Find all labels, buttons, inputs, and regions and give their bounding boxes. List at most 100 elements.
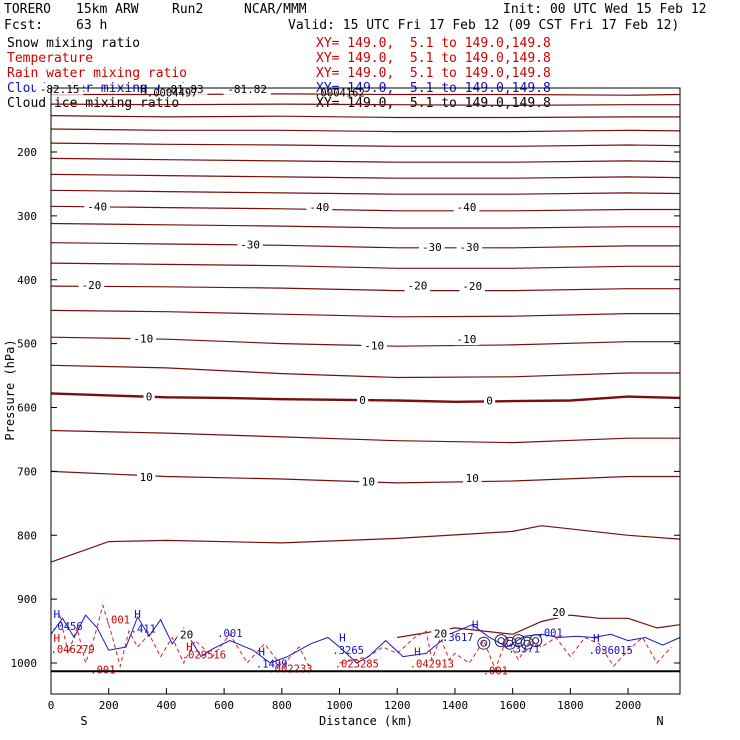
x-tick-label: 1200	[384, 699, 411, 712]
mixing-ratio-label: .036015	[589, 645, 633, 657]
x-tick-label: 800	[272, 699, 292, 712]
temperature-contour--55	[50, 157, 681, 163]
temperature-label-bg	[361, 339, 387, 352]
temperature-label-bg	[130, 332, 157, 345]
temperature-label: -30	[459, 241, 479, 254]
mixing-ratio-label: .029516	[182, 650, 226, 662]
legend-rain-xy: XY= 149.0, 5.1 to 149.0,149.8	[316, 66, 551, 81]
temperature-label-bg	[431, 627, 450, 640]
mixing-ratio-label: .002233	[268, 664, 312, 676]
mixing-ratio-label: .3371	[508, 643, 540, 655]
y-tick-label: 1000	[11, 657, 38, 670]
center-label: NCAR/MMM	[244, 2, 307, 17]
temperature-contour-20	[397, 614, 681, 639]
y-tick-label: 800	[17, 529, 37, 542]
mixing-ratio-label: .3265	[332, 645, 364, 657]
legend-cloudice-name: Cloud ice mixing ratio	[7, 96, 180, 111]
legend-rain-name: Rain water mixing ratio	[7, 66, 188, 81]
rain-contour-1	[339, 630, 672, 671]
high-marker: H	[593, 632, 600, 645]
mixing-ratio-label: .0004162	[314, 88, 365, 100]
cloudwater-contour-0	[50, 614, 681, 664]
temperature-label: -40	[309, 201, 329, 214]
temperature-label: 0	[486, 394, 493, 407]
x-tick-label: 2000	[615, 699, 642, 712]
snow-contour-4	[529, 634, 543, 648]
temperature-contour-0	[50, 392, 681, 404]
temperature-label-bg	[177, 628, 196, 641]
temperature-label-bg	[143, 390, 155, 403]
temperature-label: 20	[552, 606, 565, 619]
temperature-label: 0	[359, 394, 366, 407]
temperature-label-bg	[357, 393, 369, 406]
temperature-label-bg	[36, 82, 84, 95]
valid-time: Valid: 15 UTC Fri 17 Feb 12 (09 CST Fri …	[288, 18, 680, 33]
y-tick-label: 900	[17, 593, 37, 606]
temperature-contours	[50, 93, 681, 639]
temperature-label: -20	[462, 280, 482, 293]
x-tick-label: 1800	[557, 699, 584, 712]
temperature-label: -20	[81, 279, 101, 292]
high-marker: H	[53, 632, 60, 645]
high-marker: H	[258, 646, 265, 659]
temperature-label-bg	[306, 200, 333, 213]
legend-cloudice-xy: XY= 149.0, 5.1 to 149.0,149.8	[316, 96, 551, 111]
x-axis-title: Distance (km)	[319, 714, 413, 728]
temperature-label: -30	[240, 239, 260, 252]
temperature-label-bg	[137, 471, 156, 484]
y-tick-label: 500	[17, 338, 37, 351]
mixing-ratio-label: .046279	[51, 644, 95, 656]
temperature-label: -10	[364, 340, 384, 353]
y-tick-label: 200	[17, 146, 37, 159]
x-tick-label: 1600	[499, 699, 526, 712]
temperature-label-bg	[453, 333, 480, 346]
x-tick-label: 600	[214, 699, 234, 712]
x-end-right: N	[656, 714, 663, 728]
temperature-label: 10	[466, 472, 479, 485]
init-time: Init: 00 UTC Wed 15 Feb 12	[503, 2, 707, 17]
y-tick-label: 600	[17, 402, 37, 415]
cloudwater-contours	[50, 614, 681, 664]
legend-snow-xy: XY= 149.0, 5.1 to 149.0,149.8	[316, 36, 551, 51]
high-marker: H	[140, 83, 147, 96]
temperature-label: -40	[87, 200, 107, 213]
temperature-label-bg	[419, 241, 445, 254]
temperature-label: -10	[457, 333, 477, 346]
temperature-label: -10	[133, 333, 153, 346]
snow-contour-3	[520, 636, 534, 650]
rain-contours	[59, 603, 672, 671]
temperature-label-bg	[483, 394, 496, 407]
mixing-ratio-label: .001	[105, 615, 130, 627]
model-resolution: 15km ARW	[76, 2, 139, 17]
snow-contour-0	[494, 634, 508, 648]
temperature-label: -30	[422, 241, 442, 254]
temperature-contour--20	[50, 285, 680, 292]
temperature-contour--25	[50, 262, 680, 269]
temperature-label: 10	[140, 471, 153, 484]
temperature-contour-10	[50, 470, 680, 484]
snow-contour-5	[477, 636, 491, 650]
mixing-ratio-label: .0004497	[147, 88, 198, 100]
x-tick-label: 0	[48, 699, 55, 712]
mixing-ratio-label: .1499	[256, 659, 288, 671]
mixing-ratio-label: .001	[217, 628, 242, 640]
x-tick-label: 200	[99, 699, 119, 712]
x-tick-label: 1000	[326, 699, 353, 712]
temperature-label-bg	[237, 238, 263, 251]
temperature-contour--65	[50, 128, 681, 133]
temperature-label-bg	[549, 605, 569, 618]
temperature-contour-15	[50, 525, 681, 563]
snow-contour-2	[511, 634, 525, 648]
temperature-label-bg	[160, 82, 208, 95]
mixing-ratio-label: .411	[131, 624, 156, 636]
y-tick-label: 400	[17, 274, 37, 287]
high-marker: H	[414, 646, 421, 659]
mixing-ratio-label: .001	[538, 627, 563, 639]
x-end-left: S	[80, 714, 87, 728]
mixing-ratio-label: .042913	[410, 659, 454, 671]
temperature-contour--50	[50, 173, 681, 179]
high-marker: H	[134, 608, 141, 621]
snow-contour-1	[503, 636, 517, 650]
